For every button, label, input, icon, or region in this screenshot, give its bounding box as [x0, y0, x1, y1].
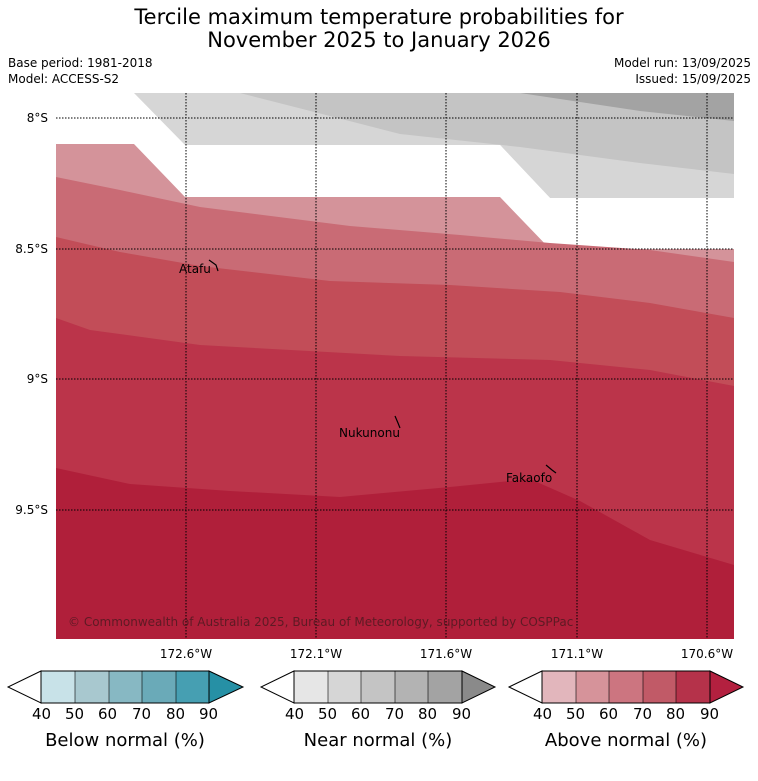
- model-run-date: Model run: 13/09/2025: [613, 56, 751, 70]
- place-label-fakaofo: Fakaofo: [506, 471, 552, 485]
- colorbar-below-normal: [6, 670, 245, 704]
- colorbar-tick: 50: [65, 705, 85, 723]
- colorbar-tick: 80: [418, 705, 438, 723]
- lat-label-8-5s: 8.5°S: [15, 242, 48, 256]
- below-normal-lower-extend: [6, 670, 42, 704]
- colorbar-title-near-normal: Near normal (%): [303, 730, 453, 751]
- near-normal-60-region: [520, 93, 734, 121]
- lon-label-171-1w: 171.1°W: [550, 647, 604, 661]
- copyright-notice: © Commonwealth of Australia 2025, Bureau…: [68, 615, 573, 629]
- base-period: Base period: 1981-2018: [8, 56, 153, 70]
- atafu-coastline: [208, 259, 219, 272]
- issued-date: Issued: 15/09/2025: [635, 72, 751, 86]
- nukunonu-coastline: [394, 415, 401, 429]
- colorbar-tick: 40: [285, 705, 305, 723]
- colorbar-tick: 50: [566, 705, 586, 723]
- colorbar-tick: 90: [700, 705, 720, 723]
- near-normal-lower-extend: [259, 670, 295, 704]
- colorbar-title-above-normal: Above normal (%): [544, 730, 708, 751]
- above-normal-80-region: [56, 468, 734, 639]
- colorbar-tick: 40: [32, 705, 52, 723]
- lon-label-170-6w: 170.6°W: [680, 647, 734, 661]
- colorbar-tick: 90: [199, 705, 219, 723]
- model-name: Model: ACCESS-S2: [8, 72, 120, 86]
- near-normal-upper-extend: [461, 670, 497, 704]
- colorbar-tick: 70: [385, 705, 405, 723]
- lon-label-172-1w: 172.1°W: [289, 647, 343, 661]
- lon-label-172-6w: 172.6°W: [159, 647, 213, 661]
- colorbar-tick: 40: [533, 705, 553, 723]
- below-normal-upper-extend: [208, 670, 245, 704]
- graticule: [56, 93, 734, 639]
- colorbar-tick: 50: [318, 705, 338, 723]
- colorbar-tick: 70: [633, 705, 653, 723]
- lat-label-8s: 8°S: [26, 111, 48, 125]
- near-normal-50-region: [240, 93, 734, 174]
- colorbar-tick: 60: [98, 705, 118, 723]
- place-label-atafu: Atafu: [179, 262, 211, 276]
- lon-label-171-6w: 171.6°W: [419, 647, 473, 661]
- place-label-nukunonu: Nukunonu: [339, 426, 400, 440]
- lat-label-9-5s: 9.5°S: [15, 503, 48, 517]
- colorbar-tick: 90: [452, 705, 472, 723]
- colorbar-tick: 60: [351, 705, 371, 723]
- above-normal-upper-extend: [709, 670, 745, 704]
- colorbar-tick: 80: [166, 705, 186, 723]
- colorbar-near-normal: [259, 670, 497, 704]
- lat-label-9s: 9°S: [26, 372, 48, 386]
- map-title-line1: Tercile maximum temperature probabilitie…: [134, 5, 624, 29]
- colorbar-tick: 80: [666, 705, 686, 723]
- colorbar-tick: 70: [132, 705, 152, 723]
- above-normal-lower-extend: [507, 670, 543, 704]
- colorbar-tick: 60: [599, 705, 619, 723]
- fakaofo-coastline: [545, 464, 557, 474]
- colorbar-above-normal: [507, 670, 745, 704]
- colorbar-title-below-normal: Below normal (%): [45, 730, 205, 751]
- map-title-line2: November 2025 to January 2026: [207, 28, 551, 52]
